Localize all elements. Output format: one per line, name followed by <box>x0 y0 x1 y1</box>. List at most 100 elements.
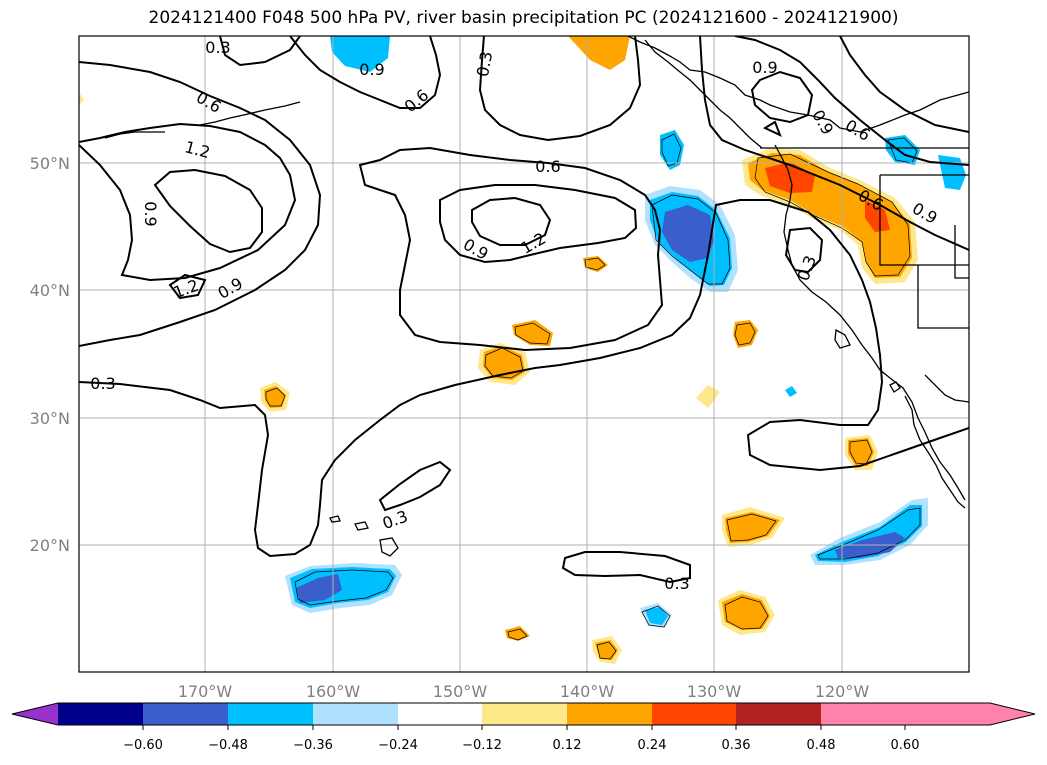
colorbar-tick-label: 0.24 <box>638 738 667 753</box>
lon-label: 140°W <box>560 682 615 701</box>
colorbar-tick-label: 0.36 <box>722 738 751 753</box>
colorbar-tick-label: 0.48 <box>807 738 836 753</box>
precip-outline <box>754 153 911 277</box>
coastline-baja <box>904 395 966 509</box>
contour-label: 0.9 <box>141 201 160 226</box>
contour-label: 0.3 <box>205 38 230 57</box>
pv-contour-line <box>839 36 969 133</box>
precip-negative-area <box>662 205 714 262</box>
pv-contour-line <box>153 168 263 254</box>
colorbar-tick-label: −0.48 <box>208 738 248 753</box>
lat-label: 40°N <box>30 281 70 300</box>
precip-positive-area <box>848 438 874 466</box>
precip-negative-area <box>785 386 797 397</box>
colorbar-tick-label: −0.60 <box>123 738 163 753</box>
longitude-labels: 170°W 160°W 150°W 140°W 130°W 120°W <box>178 682 870 701</box>
colorbar-segment <box>58 703 143 725</box>
lon-label: 120°W <box>815 682 870 701</box>
precip-outline <box>724 596 769 630</box>
colorbar-segment <box>398 703 482 725</box>
contour-label: 0.3 <box>90 374 115 393</box>
pv-contour-line <box>79 61 322 347</box>
precip-positive-area <box>512 320 553 346</box>
precip-outline <box>265 387 286 407</box>
island-hawaii <box>354 521 369 531</box>
colorbar-segment <box>143 703 228 725</box>
pv-contour-line <box>219 36 301 67</box>
pv-contour-line <box>358 146 664 352</box>
colorbar-segment <box>736 703 821 725</box>
precip-positive-area <box>568 36 630 70</box>
colorbar-outline <box>11 702 1036 726</box>
lon-label: 130°W <box>687 682 742 701</box>
precip-positive-area <box>79 92 84 105</box>
colorbar-segment <box>482 703 567 725</box>
coastline-gulf-of-california <box>924 374 969 403</box>
precip-positive-area <box>733 320 758 348</box>
colorbar-segment <box>821 703 905 725</box>
precip-outline <box>584 257 606 271</box>
latitude-labels: 50°N 40°N 30°N 20°N <box>30 154 70 555</box>
contour-label: 0.6 <box>535 157 560 176</box>
contour-label: 0.3 <box>664 574 689 593</box>
precip-outline <box>726 513 777 542</box>
colorbar-segment <box>228 703 313 725</box>
colorbar-ticks <box>142 725 906 730</box>
island-hawaii <box>329 515 341 523</box>
lat-label: 20°N <box>30 536 70 555</box>
pv-contour-line <box>478 36 642 142</box>
precip-outline <box>817 507 921 560</box>
colorbar: −0.60 −0.48 −0.36 −0.24 −0.12 0.12 0.24 … <box>11 702 1036 753</box>
contour-label: 0.9 <box>359 60 384 79</box>
precip-outline <box>734 322 756 346</box>
colorbar-tick-label: −0.24 <box>378 738 418 753</box>
pv-contour-line <box>79 199 969 558</box>
colorbar-extend-high <box>905 703 1035 725</box>
pv-contour-line <box>439 184 638 264</box>
island-channel <box>834 328 851 349</box>
pv-contour-line <box>471 196 552 246</box>
pv-contour-line <box>79 122 297 282</box>
precip-negative-area <box>296 574 342 603</box>
map-title: 2024121400 F048 500 hPa PV, river basin … <box>148 8 899 28</box>
contour-label: 0.3 <box>473 50 496 78</box>
precip-outline <box>514 322 551 345</box>
contour-label: 0.9 <box>752 58 777 77</box>
pv-contours <box>79 36 969 584</box>
pv-contour-line <box>378 460 452 512</box>
lon-label: 170°W <box>178 682 233 701</box>
colorbar-tick-label: −0.36 <box>293 738 333 753</box>
lat-label: 50°N <box>30 154 70 173</box>
precip-outline <box>484 347 524 379</box>
lon-label: 150°W <box>433 682 488 701</box>
pv-contour-line <box>561 551 691 584</box>
coastline-alaska-islands <box>199 101 301 126</box>
lon-label: 160°W <box>306 682 361 701</box>
precip-outline <box>651 194 731 285</box>
precip-outline <box>507 628 528 641</box>
pv-contour-line <box>289 36 442 109</box>
colorbar-extend-low <box>12 703 58 725</box>
island-mexico <box>889 381 901 393</box>
precip-outline <box>641 605 671 628</box>
state-border <box>954 225 969 279</box>
precipitation-shading <box>79 36 966 664</box>
coastline-north-america <box>627 36 969 133</box>
colorbar-tick-label: −0.12 <box>462 738 502 753</box>
colorbar-tick-label: 0.60 <box>891 738 920 753</box>
map-frame <box>78 35 970 673</box>
lat-label: 30°N <box>30 409 70 428</box>
pv-contour-line <box>168 273 207 300</box>
colorbar-tick-label: 0.12 <box>553 738 582 753</box>
pv-contour-line <box>762 120 782 137</box>
colorbar-segment <box>313 703 398 725</box>
pv-contour-line <box>750 70 814 124</box>
precip-positive-area <box>865 200 890 232</box>
precip-negative-area <box>645 607 668 625</box>
precip-negative-area <box>330 36 390 72</box>
colorbar-segment <box>567 703 652 725</box>
pv-contour-line <box>734 36 969 166</box>
graticule <box>79 36 969 672</box>
precip-positive-area <box>722 594 770 630</box>
pv-contour-line <box>699 36 969 251</box>
